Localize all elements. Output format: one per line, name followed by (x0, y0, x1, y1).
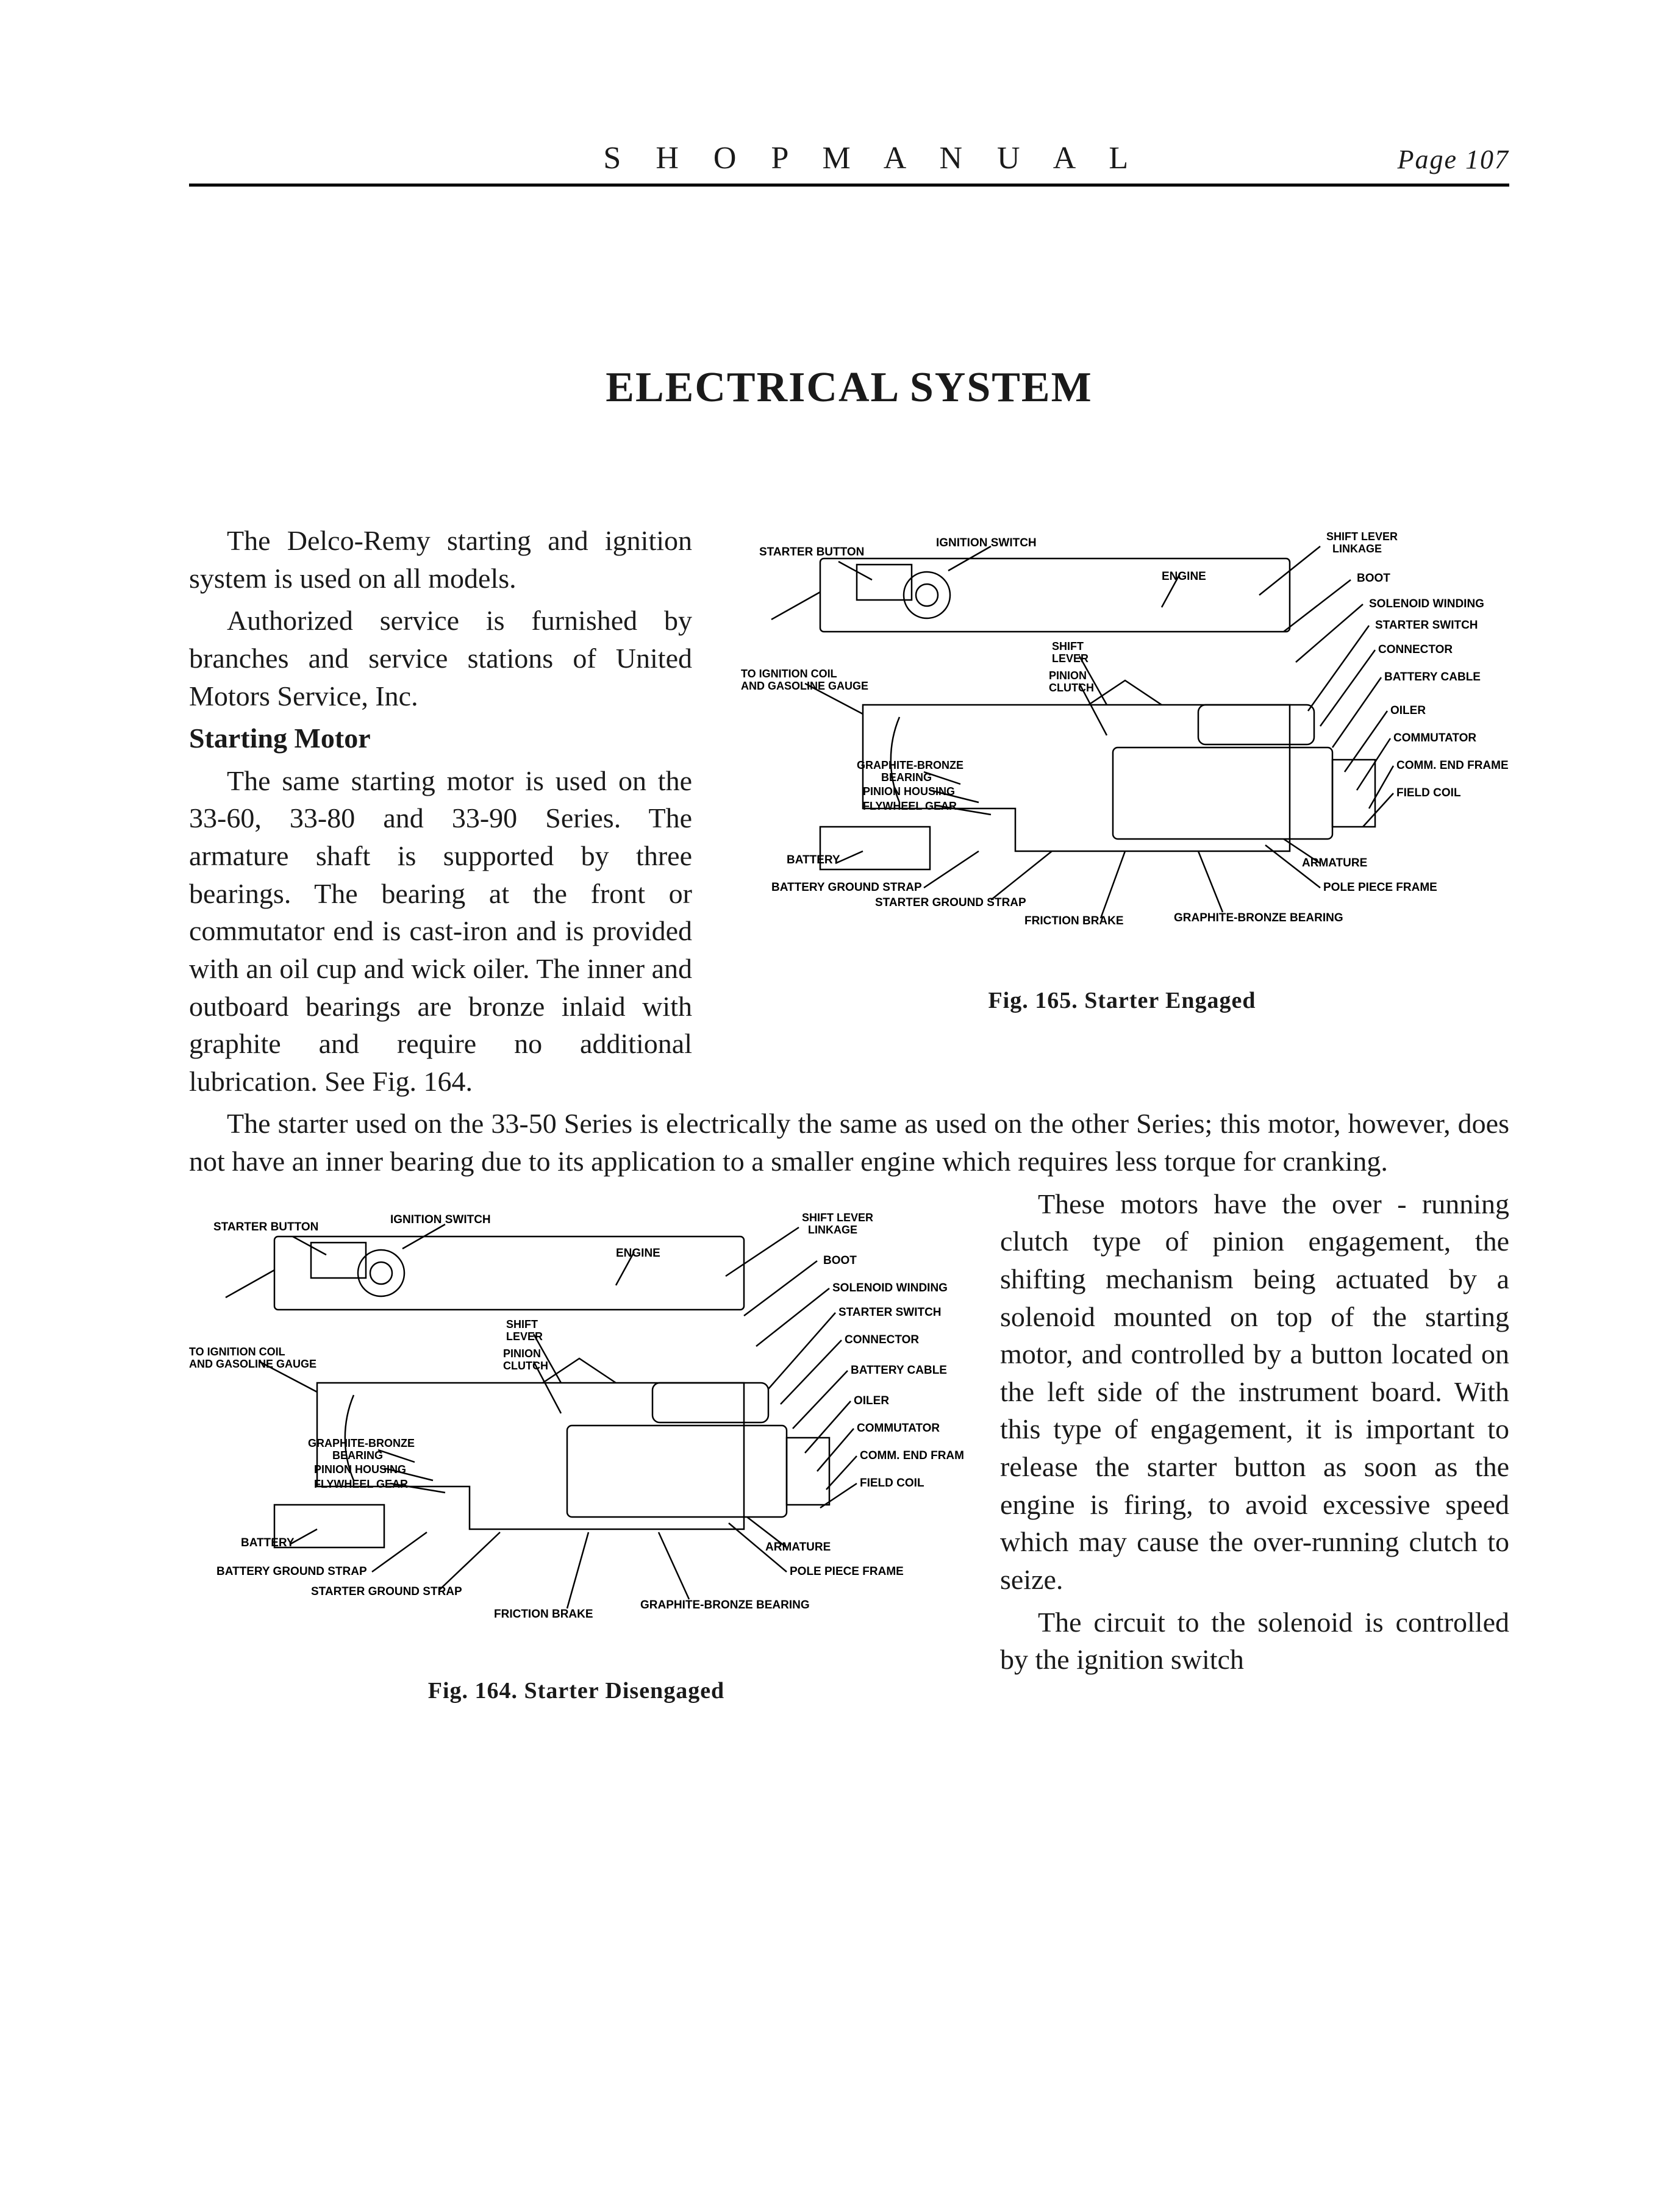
fig164-caption: Fig. 164. Starter Disengaged (189, 1676, 963, 1707)
page-number: Page 107 (1398, 144, 1509, 175)
lbl-boot-164: BOOT (823, 1254, 857, 1267)
lbl-batt-gnd-164: BATTERY GROUND STRAP (216, 1565, 367, 1578)
lbl-solenoid: SOLENOID WINDING (1369, 598, 1484, 610)
lbl-friction-brk-164: FRICTION BRAKE (494, 1608, 593, 1621)
chapter-title: ELECTRICAL SYSTEM (189, 363, 1509, 412)
lbl-graphite-r: GRAPHITE-BRONZE BEARING (1174, 912, 1343, 924)
lbl-oiler-164: OILER (854, 1394, 889, 1407)
lbl-engine: ENGINE (1162, 570, 1206, 583)
lbl-connector-164: CONNECTOR (845, 1333, 919, 1346)
body-text: STARTER BUTTON TO IGNITION COIL AND GASO… (189, 522, 1509, 1679)
lbl-flywheel: FLYWHEEL GEAR (863, 800, 957, 812)
figure-165: STARTER BUTTON TO IGNITION COIL AND GASO… (735, 522, 1509, 1016)
fig165-caption: Fig. 165. Starter Engaged (735, 985, 1509, 1016)
lbl-shift-linkage: SHIFT LEVERLINKAGE (1326, 530, 1398, 555)
lbl-shift-linkage-164: SHIFT LEVERLINKAGE (802, 1212, 873, 1236)
lbl-field-coil: FIELD COIL (1396, 787, 1461, 799)
lbl-solenoid-164: SOLENOID WINDING (832, 1282, 948, 1294)
header-title: S H O P M A N U A L (348, 140, 1398, 176)
lbl-starter-sw: STARTER SWITCH (1375, 619, 1478, 632)
page-header: S H O P M A N U A L Page 107 (189, 140, 1509, 187)
lbl-pinion-clutch: PINIONCLUTCH (1049, 669, 1094, 694)
lbl-starter-button: STARTER BUTTON (759, 546, 864, 559)
lbl-ign-sw: IGNITION SWITCH (936, 537, 1037, 549)
fig164-diagram: STARTER BUTTON TO IGNITION COIL AND GASO… (189, 1194, 963, 1651)
lbl-comm-end-164: COMM. END FRAME (860, 1449, 963, 1462)
lbl-graphite-r-164: GRAPHITE-BRONZE BEARING (640, 1599, 810, 1611)
lbl-ign-coil: TO IGNITION COIL AND GASOLINE GAUGE (741, 668, 868, 692)
fig165-diagram: STARTER BUTTON TO IGNITION COIL AND GASO… (735, 522, 1509, 961)
para-4: The starter used on the 33-50 Series is … (189, 1105, 1509, 1180)
lbl-shift-lever-164: SHIFTLEVER (506, 1318, 543, 1343)
figure-164: STARTER BUTTON TO IGNITION COIL AND GASO… (189, 1194, 963, 1707)
lbl-pinion-clutch-164: PINIONCLUTCH (503, 1347, 548, 1372)
lbl-flywheel-164: FLYWHEEL GEAR (314, 1478, 408, 1490)
lbl-ign-coil-164: TO IGNITION COIL AND GASOLINE GAUGE (189, 1346, 316, 1370)
lbl-starter-gnd-164: STARTER GROUND STRAP (311, 1585, 462, 1598)
lbl-battery: BATTERY (787, 854, 840, 866)
lbl-pole-frame-164: POLE PIECE FRAME (790, 1565, 904, 1578)
lbl-pole-frame: POLE PIECE FRAME (1323, 881, 1437, 894)
lbl-pinion-hsg-164: PINION HOUSING (314, 1463, 406, 1476)
lbl-field-coil-164: FIELD COIL (860, 1477, 924, 1490)
lbl-connector: CONNECTOR (1378, 643, 1453, 656)
lbl-commutator: COMMUTATOR (1393, 732, 1476, 744)
lbl-armature-164: ARMATURE (765, 1541, 831, 1554)
lbl-starter-button-164: STARTER BUTTON (213, 1221, 318, 1233)
manual-page: S H O P M A N U A L Page 107 ELECTRICAL … (0, 0, 1680, 2195)
lbl-graphite-brg-l: GRAPHITE-BRONZE BEARING (857, 759, 967, 783)
lbl-armature: ARMATURE (1302, 857, 1367, 869)
lbl-oiler: OILER (1390, 704, 1426, 717)
lbl-battery-164: BATTERY (241, 1537, 295, 1549)
lbl-starter-sw-164: STARTER SWITCH (838, 1306, 942, 1319)
lbl-boot: BOOT (1357, 572, 1390, 585)
lbl-starter-gnd: STARTER GROUND STRAP (875, 896, 1026, 909)
lbl-comm-end: COMM. END FRAME (1396, 759, 1509, 772)
lbl-ign-sw-164: IGNITION SWITCH (390, 1213, 491, 1226)
lbl-batt-gnd: BATTERY GROUND STRAP (771, 881, 922, 894)
lbl-shift-lever: SHIFTLEVER (1052, 640, 1088, 665)
lbl-pinion-hsg: PINION HOUSING (863, 785, 955, 798)
lbl-batt-cable-164: BATTERY CABLE (851, 1364, 947, 1377)
lbl-commutator-164: COMMUTATOR (857, 1422, 940, 1435)
lbl-batt-cable: BATTERY CABLE (1384, 671, 1481, 683)
lbl-friction-brk: FRICTION BRAKE (1024, 915, 1124, 927)
lbl-engine-164: ENGINE (616, 1247, 660, 1260)
